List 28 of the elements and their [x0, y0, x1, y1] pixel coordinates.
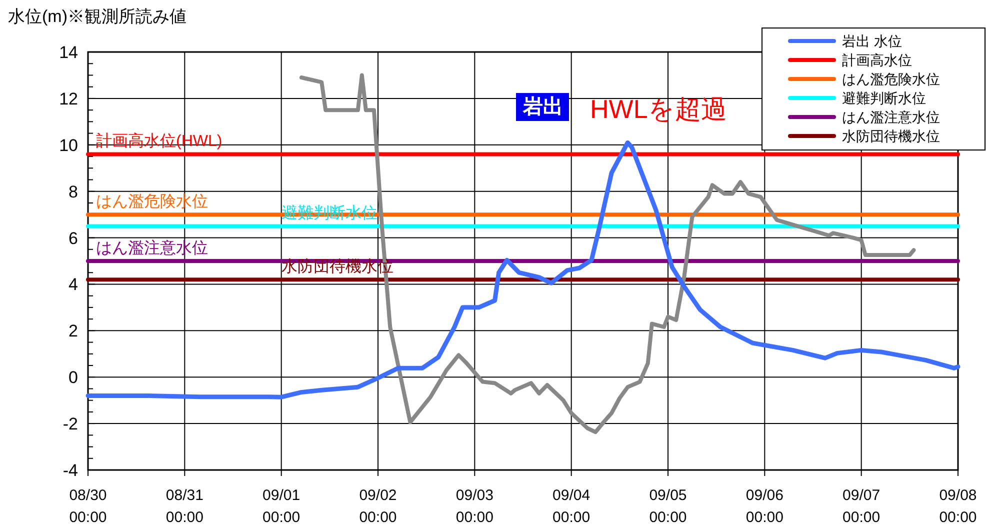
y-tick-label: 10: [59, 136, 78, 155]
y-tick-label: 2: [68, 322, 78, 341]
y-tick-label: 14: [59, 43, 78, 62]
x-tick-label: 09/02 00:00: [359, 487, 397, 525]
x-tick-label: 09/06 00:00: [746, 487, 784, 525]
x-tick-label: 09/05 00:00: [649, 487, 687, 525]
x-tick-label: 09/07 00:00: [842, 487, 880, 525]
legend-label: 避難判断水位: [842, 90, 926, 106]
y-tick-label: 0: [68, 368, 78, 388]
x-tick-label: 08/30 00:00: [69, 487, 107, 525]
x-tick-label: 09/01 00:00: [262, 487, 300, 525]
y-tick-label: -2: [62, 414, 78, 434]
annotation: 岩出: [522, 96, 563, 118]
y-tick-label: 6: [68, 228, 78, 248]
legend-label: はん濫注意水位: [842, 109, 940, 125]
x-tick-label: 08/31 00:00: [166, 487, 204, 525]
legend-label: はん濫危険水位: [842, 71, 940, 87]
y-tick-label: 12: [59, 89, 78, 108]
x-tick-label: 09/08 00:00: [939, 487, 977, 525]
x-tick-label: 09/04 00:00: [552, 487, 590, 525]
y-tick-label: 4: [68, 275, 78, 294]
legend-label: 岩出 水位: [842, 33, 902, 49]
y-tick-label: -4: [62, 461, 78, 480]
y-tick-label: 8: [68, 182, 78, 202]
y-axis-title: 水位(m)※観測所読み値: [8, 7, 186, 26]
legend-label: 水防団待機水位: [842, 128, 940, 144]
legend-label: 計画高水位: [842, 52, 912, 68]
x-tick-label: 09/03 00:00: [456, 487, 494, 525]
